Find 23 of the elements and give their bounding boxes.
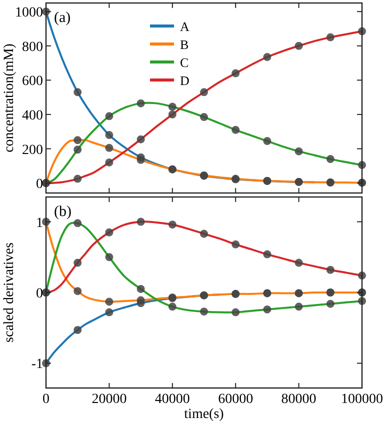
legend-label: D: [180, 73, 190, 88]
x-tick-label: 20000: [92, 392, 127, 407]
x-axis-title: time(s): [184, 407, 224, 422]
y-tick-label: 200: [22, 142, 43, 158]
y-tick-label: 800: [22, 40, 43, 55]
x-tick-label: 40000: [154, 392, 190, 407]
y-tick-label: 600: [22, 74, 43, 90]
legend-label: A: [180, 19, 190, 34]
y-tick-label: -1: [31, 357, 43, 372]
y-tick-label: 400: [22, 108, 43, 124]
legend-label: B: [180, 37, 189, 52]
y-axis-title: concentration(mM): [2, 43, 17, 152]
text: (a): [54, 10, 71, 26]
x-tick-label: 80000: [281, 392, 316, 407]
y-tick-label: 1000: [15, 6, 43, 21]
y-tick-label: 0: [36, 177, 43, 192]
x-tick-label: 60000: [218, 392, 254, 407]
y-tick-label: 0: [36, 286, 43, 302]
y-axis-title: scaled derivatives: [2, 242, 17, 342]
x-tick-label: 100000: [341, 392, 383, 407]
y-tick-label: 1: [36, 216, 43, 231]
legend-label: C: [180, 55, 189, 70]
chart-title: (b): [54, 204, 72, 220]
